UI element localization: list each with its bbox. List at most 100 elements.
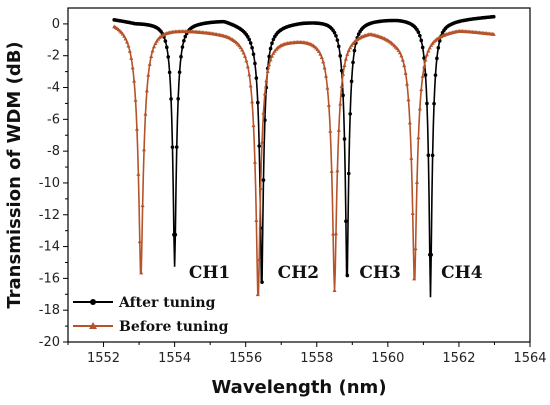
data-point: [176, 96, 180, 101]
data-point: [183, 34, 188, 39]
data-point: [341, 71, 346, 76]
data-point: [164, 45, 169, 50]
plot-frame: [67, 7, 531, 343]
data-point: [322, 65, 327, 70]
data-point: [341, 93, 345, 98]
data-point: [254, 218, 259, 222]
data-point: [325, 85, 330, 90]
data-point: [346, 48, 351, 53]
data-point: [122, 33, 127, 38]
data-point: [255, 100, 260, 105]
data-point: [267, 62, 272, 67]
data-point: [407, 120, 412, 125]
y-tick-label: -6: [47, 112, 60, 127]
x-tick-label: 1552: [87, 351, 120, 366]
data-point: [329, 169, 334, 173]
data-point: [420, 74, 425, 78]
data-point: [142, 147, 147, 152]
data-point: [247, 72, 252, 77]
data-point: [262, 91, 267, 96]
data-point: [251, 123, 256, 128]
series-2: [112, 24, 496, 297]
y-tick-label: -2: [47, 49, 60, 64]
data-point: [335, 168, 340, 173]
data-point: [170, 145, 175, 149]
data-point: [132, 78, 137, 83]
data-point: [136, 171, 141, 176]
data-point: [248, 83, 253, 88]
data-point: [169, 97, 173, 101]
data-point: [426, 153, 431, 158]
data-point: [436, 45, 441, 50]
data-point: [342, 63, 347, 67]
y-tick-label: -16: [39, 271, 60, 286]
data-point: [324, 73, 329, 78]
data-point: [326, 103, 331, 107]
data-point: [345, 51, 350, 56]
data-point: [257, 257, 262, 262]
data-point: [419, 38, 424, 43]
data-point: [418, 33, 422, 38]
data-point: [348, 112, 352, 116]
legend-label: After tuning: [118, 295, 216, 311]
data-point: [257, 144, 261, 148]
data-point: [331, 231, 336, 236]
data-point: [247, 37, 252, 42]
data-point: [242, 54, 247, 58]
data-point: [339, 84, 344, 88]
axes: 1552 1554 1556 1558 1560 1562 1564 0 -2 -4 -6 -8 -10…: [39, 7, 547, 366]
data-point: [167, 70, 172, 75]
data-point: [433, 73, 438, 77]
data-point: [416, 135, 421, 140]
data-point: [316, 49, 321, 54]
x-tick-label: 1558: [300, 351, 333, 366]
data-point: [422, 64, 427, 69]
data-point: [337, 44, 341, 49]
data-point: [432, 101, 436, 106]
data-point: [268, 46, 273, 51]
y-tick-label: -10: [39, 176, 60, 191]
data-point: [351, 60, 355, 65]
data-point: [180, 45, 185, 49]
data-point: [265, 69, 270, 73]
data-point: [413, 246, 418, 251]
y-tick-label: -12: [39, 208, 60, 223]
legend-item: Before tuning: [73, 319, 229, 335]
data-point: [127, 49, 132, 53]
data-point: [334, 33, 338, 38]
data-point: [120, 31, 125, 36]
data-point: [349, 79, 354, 84]
series-1: [112, 14, 496, 298]
data-point: [245, 64, 250, 69]
data-point: [344, 219, 348, 224]
data-point: [255, 292, 260, 297]
x-tick-label: 1560: [371, 351, 404, 366]
data-point: [260, 280, 264, 284]
x-axis-label: Wavelength (nm): [211, 377, 386, 398]
data-point: [414, 180, 419, 184]
series-line: [113, 25, 495, 296]
data-point: [123, 36, 128, 41]
data-point: [356, 32, 361, 36]
data-point: [246, 35, 250, 39]
data-point: [332, 30, 337, 35]
data-point: [406, 97, 411, 102]
legend-marker: [90, 299, 96, 305]
data-point: [399, 53, 404, 58]
data-point: [396, 48, 401, 52]
x-tick-label: 1564: [513, 351, 546, 366]
y-tick-label: 0: [52, 17, 60, 32]
data-point: [430, 153, 435, 158]
data-point: [146, 72, 151, 77]
y-tick-label: -4: [47, 81, 60, 96]
data-point: [425, 101, 429, 106]
data-point: [263, 118, 267, 123]
data-point: [397, 50, 402, 55]
data-point: [416, 30, 421, 35]
data-point: [179, 54, 183, 59]
data-point: [139, 270, 144, 275]
data-point: [419, 87, 424, 92]
data-point: [177, 70, 182, 75]
y-tick-label: -18: [39, 303, 60, 318]
data-point: [144, 88, 149, 93]
